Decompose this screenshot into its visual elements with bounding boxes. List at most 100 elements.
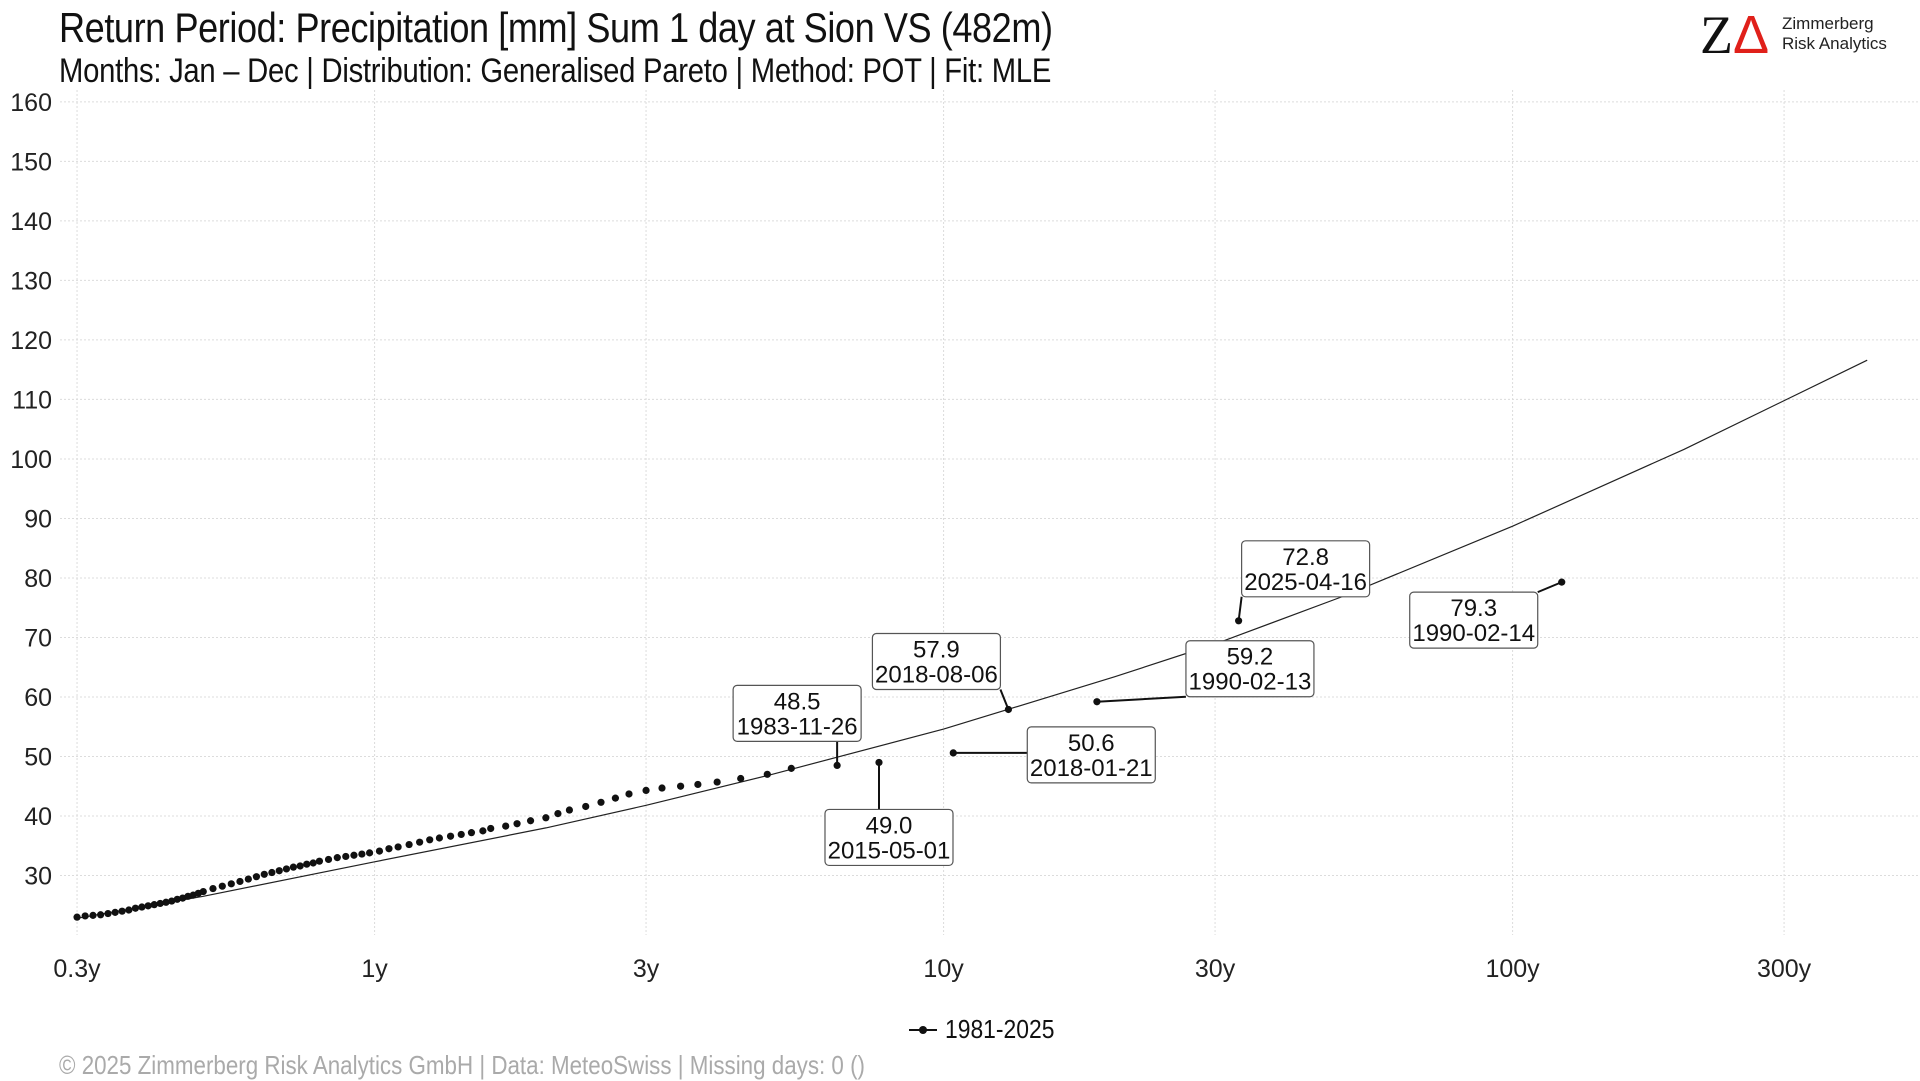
data-point: [542, 814, 550, 822]
x-tick-label: 0.3y: [53, 955, 101, 983]
data-point: [565, 806, 574, 814]
y-tick-label: 100: [10, 446, 52, 474]
y-tick-label: 90: [24, 505, 52, 533]
data-point: [244, 875, 252, 883]
x-tick-label: 3y: [633, 955, 660, 983]
annotation-value: 59.2: [1227, 644, 1274, 671]
y-tick-label: 50: [24, 743, 52, 771]
annotation-date: 1983-11-26: [737, 713, 858, 740]
data-point: [582, 802, 590, 811]
data-point: [227, 880, 235, 888]
data-point: [131, 904, 140, 912]
data-points: [73, 578, 1566, 921]
data-point: [405, 840, 413, 849]
fit-curve-layer: [76, 359, 1868, 919]
data-point: [173, 895, 181, 903]
annotation-date: 2018-01-21: [1030, 755, 1153, 782]
data-point: [282, 865, 291, 873]
annotation-box: [1026, 726, 1156, 784]
y-tick-label: 160: [10, 89, 52, 117]
annotation-value: 48.5: [774, 688, 821, 715]
annotation-box: [1185, 640, 1315, 698]
data-point: [713, 778, 721, 786]
logo-mark: ZΔ: [1700, 8, 1769, 62]
fit-curve: [76, 359, 1868, 919]
x-axis-ticks: 0.3y 1y 3y 10y 30y 100y 300y: [53, 955, 1811, 983]
data-point: [73, 913, 81, 921]
chart-legend: 1981-2025: [905, 1014, 1070, 1044]
data-point: [694, 780, 702, 789]
data-point: [1004, 705, 1013, 714]
legend-label: 1981-2025: [945, 1014, 1055, 1044]
data-point: [81, 912, 89, 920]
annotation-box: [871, 632, 1002, 691]
data-point: [252, 873, 261, 881]
annotation-leader: [1237, 596, 1243, 621]
data-point: [502, 822, 510, 830]
annotation-box: [1241, 540, 1371, 598]
annotation-value: 72.8: [1282, 544, 1329, 571]
data-point: [375, 847, 384, 855]
data-point: [89, 911, 97, 919]
annotation-leader: [1096, 695, 1186, 703]
data-point: [597, 798, 605, 806]
data-point: [260, 870, 268, 878]
annotation-value: 57.9: [913, 636, 960, 663]
data-point: [487, 824, 495, 833]
chart-subtitle: Months: Jan – Dec | Distribution: Genera…: [59, 52, 1052, 90]
annotation-date: 1990-02-14: [1412, 620, 1535, 647]
data-point: [467, 829, 476, 837]
data-point: [333, 854, 341, 862]
data-point: [309, 859, 317, 867]
data-point: [787, 764, 795, 772]
data-point: [1235, 617, 1243, 625]
data-point: [676, 782, 685, 790]
grid-lines: [60, 90, 1920, 935]
data-point: [642, 786, 650, 794]
data-point: [111, 908, 119, 916]
annotation-leader: [999, 689, 1010, 710]
x-tick-label: 100y: [1485, 955, 1540, 983]
data-point: [416, 838, 424, 846]
data-point: [457, 830, 465, 839]
annotation-value: 50.6: [1068, 730, 1115, 757]
x-tick-label: 30y: [1195, 955, 1236, 983]
annotation-value: 79.3: [1450, 595, 1497, 622]
data-point: [218, 882, 226, 890]
data-point: [125, 906, 133, 914]
annotation-date: 2015-05-01: [828, 837, 951, 864]
company-logo: ZΔ Zimmerberg Risk Analytics: [1700, 8, 1900, 62]
data-point: [625, 790, 633, 798]
data-point: [156, 899, 164, 908]
logo-mark-z: Z: [1700, 5, 1733, 65]
data-point: [365, 849, 374, 857]
data-point: [162, 898, 170, 906]
data-point: [513, 820, 521, 828]
legend-swatch-icon: [905, 1015, 941, 1045]
y-axis-ticks: 30 40 50 60 70 80 90 100 110 120 130 140 150 160: [10, 89, 52, 891]
annotation-box: [824, 808, 954, 867]
data-point: [342, 852, 350, 861]
data-point: [763, 770, 771, 778]
logo-line-1: Zimmerberg: [1782, 14, 1874, 33]
data-point: [315, 857, 324, 865]
x-tick-label: 10y: [923, 955, 964, 983]
annotation-box: [732, 684, 862, 743]
data-point: [168, 897, 176, 905]
data-point: [435, 834, 444, 842]
data-point: [289, 863, 297, 871]
data-point: [303, 860, 311, 868]
y-tick-label: 130: [10, 267, 52, 295]
data-point: [658, 784, 666, 792]
data-point: [611, 794, 620, 802]
data-point: [394, 843, 402, 851]
data-point: [150, 901, 158, 909]
data-point: [358, 850, 366, 858]
data-point: [526, 817, 535, 825]
y-tick-label: 110: [12, 386, 52, 414]
logo-line-2: Risk Analytics: [1782, 34, 1887, 53]
data-point: [268, 868, 276, 877]
x-tick-label: 300y: [1757, 955, 1812, 983]
data-point: [446, 832, 455, 840]
